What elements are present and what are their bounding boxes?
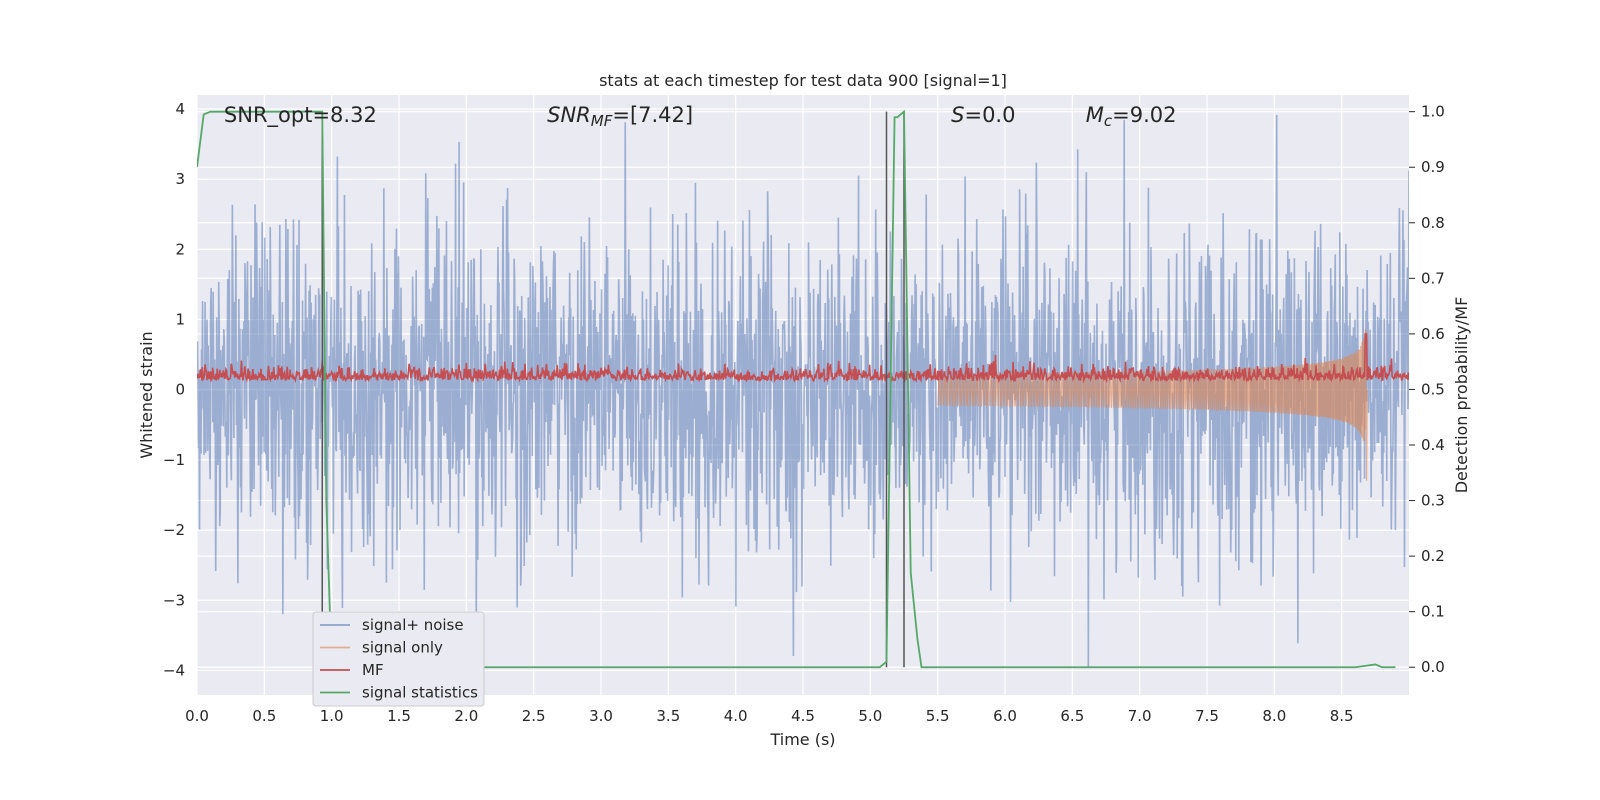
annotation-snr-opt: SNR_opt=8.32 [224, 103, 377, 128]
y-tick-label-right: 0.6 [1421, 325, 1445, 343]
x-tick-label: 0.5 [252, 707, 276, 725]
y-tick-label-right: 1.0 [1421, 103, 1445, 121]
legend-label: signal only [362, 639, 443, 657]
series-mf [197, 333, 1409, 384]
y-tick-label-left: 4 [175, 100, 185, 118]
y-tick-label-left: −4 [163, 661, 185, 679]
legend: signal+ noise signal only MF signal statist… [312, 611, 485, 707]
y-axis-label-right: Detection probability/MF [1452, 297, 1471, 494]
legend-label: signal statistics [362, 684, 478, 702]
y-tick-label-left: −3 [163, 591, 185, 609]
x-tick-label: 5.0 [858, 707, 882, 725]
ticks: 0.0 0.5 1.0 1.5 2.0 2.5 3.0 3.5 4.0 4.5 5.0 5.5 6.0 6… [163, 100, 1445, 725]
x-tick-label: 5.5 [926, 707, 950, 725]
x-tick-label: 3.5 [656, 707, 680, 725]
legend-label: signal+ noise [362, 616, 464, 634]
legend-label: MF [362, 661, 384, 679]
annotations: SNR_opt=8.32 SNRMF=[7.42] S=0.0 Mc=9.02 [224, 103, 1177, 130]
x-axis-label: Time (s) [769, 730, 835, 749]
y-tick-label-left: 2 [175, 240, 185, 258]
y-tick-label-right: 0.9 [1421, 158, 1445, 176]
annotation-snr-mf: SNRMF=[7.42] [547, 103, 693, 130]
y-tick-label-left: −1 [163, 451, 185, 469]
annotation-mc: Mc=9.02 [1086, 103, 1177, 130]
series-signal-only [937, 329, 1368, 481]
y-axis-label-left: Whitened strain [137, 331, 156, 458]
y-tick-label-right: 0.0 [1421, 658, 1445, 676]
x-tick-label: 7.5 [1195, 707, 1219, 725]
series-signal-statistics [197, 109, 1396, 669]
y-tick-label-right: 0.1 [1421, 603, 1445, 621]
series-layer [197, 109, 1409, 669]
x-tick-label: 3.0 [589, 707, 613, 725]
x-tick-label: 2.0 [454, 707, 478, 725]
x-tick-label: 7.0 [1128, 707, 1152, 725]
legend-box [312, 611, 485, 707]
x-tick-label: 6.0 [993, 707, 1017, 725]
grid [196, 95, 1409, 695]
x-tick-label: 0.0 [185, 707, 209, 725]
x-tick-label: 4.5 [791, 707, 815, 725]
x-tick-label: 2.5 [522, 707, 546, 725]
series-signal-noise [197, 114, 1409, 667]
y-tick-label-left: 3 [175, 170, 185, 188]
y-tick-label-left: −2 [163, 521, 185, 539]
x-tick-label: 1.0 [320, 707, 344, 725]
y-tick-label-left: 0 [175, 381, 185, 399]
x-tick-label: 4.0 [724, 707, 748, 725]
y-tick-label-right: 0.3 [1421, 492, 1445, 510]
y-tick-label-right: 0.5 [1421, 380, 1445, 398]
y-tick-label-right: 0.2 [1421, 547, 1445, 565]
annotation-s-stat: S=0.0 [951, 103, 1015, 127]
y-tick-label-left: 1 [175, 311, 185, 329]
x-tick-label: 1.5 [387, 707, 411, 725]
chart-title: stats at each timestep for test data 900… [599, 71, 1007, 90]
y-tick-label-right: 0.4 [1421, 436, 1445, 454]
x-tick-label: 8.5 [1330, 707, 1354, 725]
y-tick-label-right: 0.7 [1421, 269, 1445, 287]
x-tick-label: 6.5 [1060, 707, 1084, 725]
x-tick-label: 8.0 [1262, 707, 1286, 725]
y-tick-label-right: 0.8 [1421, 214, 1445, 232]
